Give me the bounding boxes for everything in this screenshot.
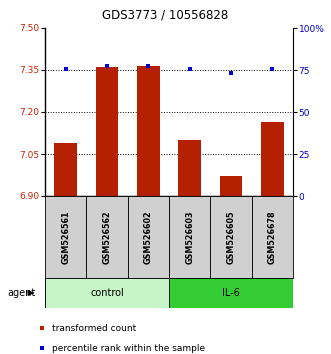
Text: GSM526562: GSM526562 — [103, 210, 112, 264]
Bar — [96, 67, 118, 196]
FancyBboxPatch shape — [210, 196, 252, 278]
Point — [146, 63, 151, 69]
Bar — [178, 140, 201, 196]
Bar — [137, 66, 160, 196]
Text: percentile rank within the sample: percentile rank within the sample — [52, 344, 205, 353]
FancyBboxPatch shape — [45, 278, 169, 308]
FancyBboxPatch shape — [169, 196, 210, 278]
Bar — [40, 326, 44, 330]
Text: agent: agent — [7, 288, 35, 298]
Point — [228, 70, 234, 76]
Text: transformed count: transformed count — [52, 324, 136, 333]
Point — [270, 66, 275, 72]
Text: GSM526605: GSM526605 — [226, 210, 235, 264]
Point — [63, 66, 68, 72]
Text: GSM526678: GSM526678 — [268, 210, 277, 264]
Text: control: control — [90, 288, 124, 298]
FancyBboxPatch shape — [86, 196, 128, 278]
FancyBboxPatch shape — [45, 196, 86, 278]
Text: GSM526603: GSM526603 — [185, 210, 194, 264]
Text: GDS3773 / 10556828: GDS3773 / 10556828 — [102, 8, 229, 21]
Bar — [54, 143, 77, 196]
Text: GSM526602: GSM526602 — [144, 210, 153, 264]
Point — [187, 66, 192, 72]
FancyBboxPatch shape — [252, 196, 293, 278]
Bar — [40, 346, 44, 350]
Text: GSM526561: GSM526561 — [61, 210, 70, 264]
Text: IL-6: IL-6 — [222, 288, 240, 298]
Bar — [261, 122, 284, 196]
Bar — [220, 176, 242, 196]
FancyBboxPatch shape — [128, 196, 169, 278]
FancyBboxPatch shape — [169, 278, 293, 308]
Point — [104, 63, 110, 69]
